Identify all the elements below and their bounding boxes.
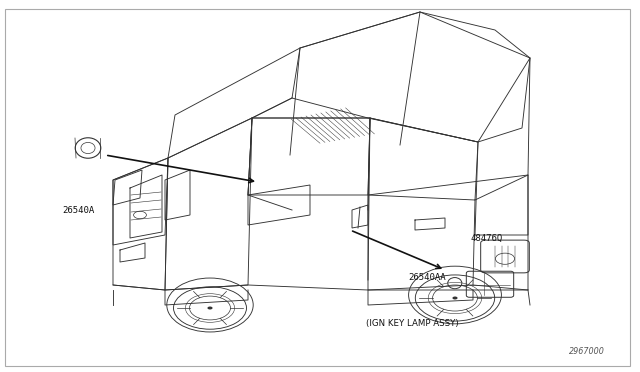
Text: 48476Q: 48476Q <box>470 234 502 243</box>
Text: 2967000: 2967000 <box>569 347 605 356</box>
Text: 26540A: 26540A <box>63 206 95 215</box>
Ellipse shape <box>207 307 212 310</box>
Ellipse shape <box>452 296 458 299</box>
Text: 26540AA: 26540AA <box>408 273 446 282</box>
Text: (IGN KEY LAMP ASSY): (IGN KEY LAMP ASSY) <box>367 319 459 328</box>
